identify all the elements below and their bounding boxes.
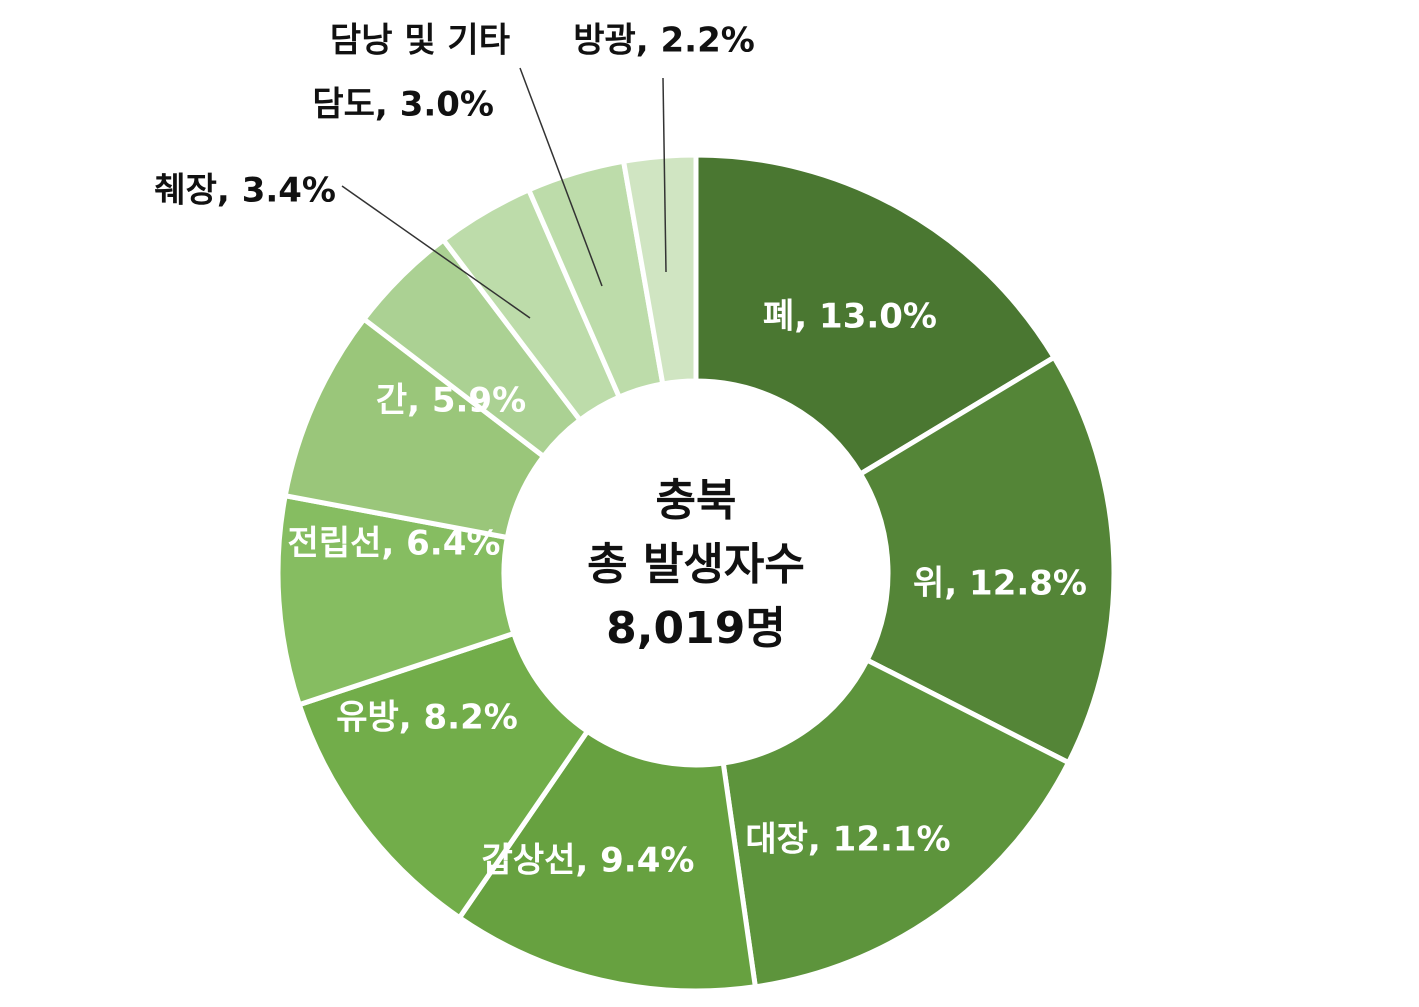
slice-10 <box>620 152 699 387</box>
slice-1 <box>857 353 1117 766</box>
slice-label-10: 방광, 2.2% <box>573 21 755 61</box>
center-title-line-2: 총 발생자수 <box>587 539 805 590</box>
slice-4 <box>296 630 591 922</box>
slice-3 <box>456 727 759 994</box>
slice-label-8: 담도, 3.0% <box>312 85 494 125</box>
leader-line-9 <box>519 67 603 287</box>
leader-lines <box>341 67 667 319</box>
slice-label-0: 폐, 13.0% <box>763 297 937 337</box>
center-total-count: 8,019명 <box>606 603 786 654</box>
slice-label-3: 갑상선, 9.4% <box>482 841 695 881</box>
slice-labels: 폐, 13.0% 위, 12.8% 대장, 12.1% 갑상선, 9.4% 유방, 8.… <box>154 21 1087 881</box>
leader-line-7 <box>341 185 531 319</box>
slice-label-9: 담낭 및 기타 <box>330 21 510 61</box>
slice-label-7: 췌장, 3.4% <box>154 171 336 211</box>
slice-label-5: 전립선, 6.4% <box>288 524 501 564</box>
leader-line-10 <box>662 77 667 273</box>
slice-label-4: 유방, 8.2% <box>336 698 518 738</box>
center-title-line-1: 충북 <box>656 475 737 526</box>
slice-label-6: 간, 5.9% <box>376 381 526 421</box>
donut-slices <box>275 152 1117 994</box>
slice-0 <box>693 152 1058 478</box>
slice-label-1: 위, 12.8% <box>913 564 1087 604</box>
slice-label-2: 대장, 12.1% <box>745 820 950 860</box>
slice-2 <box>720 656 1072 990</box>
